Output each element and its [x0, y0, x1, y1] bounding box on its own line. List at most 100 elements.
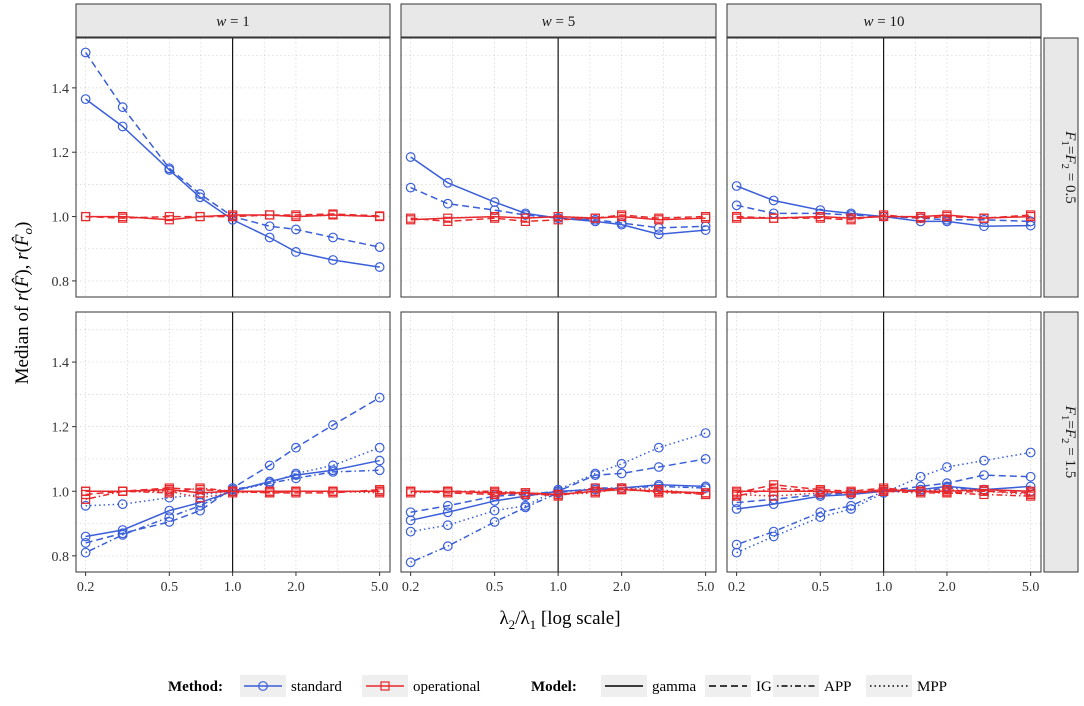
series-operational-MPP [406, 483, 711, 500]
legend-model-title: Model: [531, 679, 577, 695]
data-point [442, 520, 453, 531]
x-tick-label: 2.0 [613, 580, 631, 595]
row-strip-label: F1=F2 = 0.5 [1059, 130, 1078, 204]
data-point [117, 499, 128, 510]
series-line [85, 396, 381, 544]
data-point [442, 177, 453, 188]
data-point [700, 454, 711, 464]
data-point [732, 211, 742, 222]
data-point [979, 470, 989, 481]
legend-label: APP [824, 679, 852, 695]
row-strip-0: F1=F2 = 0.5 [1043, 37, 1079, 298]
data-point [815, 488, 825, 498]
data-point [979, 213, 989, 223]
data-point [1026, 210, 1036, 220]
x-tick-label: 5.0 [1022, 580, 1040, 595]
data-point [846, 500, 856, 511]
data-point [815, 512, 826, 522]
data-point [164, 211, 174, 222]
data-point [80, 47, 91, 58]
data-point [442, 198, 453, 209]
x-tick-label: 0.2 [77, 580, 95, 595]
x-axis-title: λ2/λ1 [log scale] [499, 608, 620, 632]
legend-key-operational [362, 675, 408, 697]
data-point [879, 210, 889, 220]
x-tick-label: 0.5 [161, 580, 179, 595]
data-point [490, 213, 500, 223]
data-point [164, 486, 174, 496]
data-point [164, 512, 175, 522]
data-point [653, 462, 664, 472]
data-point [291, 468, 301, 479]
series-line [85, 446, 380, 507]
data-point [405, 507, 416, 518]
y-axis-title: Median of r(F̂), r(F̂o) [12, 222, 35, 385]
data-point [405, 526, 416, 537]
panel-border [75, 37, 391, 298]
legend-label: MPP [917, 679, 947, 695]
legend-key-standard [240, 675, 286, 697]
legend-label: standard [291, 679, 342, 695]
data-point [374, 442, 385, 453]
series-line [736, 488, 1031, 497]
data-point [328, 255, 338, 265]
data-point [80, 547, 91, 558]
data-point [916, 486, 926, 496]
series-operational-MPP [732, 485, 1036, 501]
series-line [410, 485, 706, 563]
data-point [405, 152, 416, 162]
data-point [846, 488, 856, 498]
data-point [442, 541, 453, 552]
data-point [590, 213, 600, 223]
col-strip-label: w = 1 [216, 14, 249, 30]
row-strip-1: F1=F2 = 1.5 [1043, 311, 1079, 573]
data-point [80, 94, 91, 105]
data-point [195, 483, 205, 493]
legend-key-APP [773, 675, 819, 697]
data-point [732, 489, 742, 500]
data-point [443, 216, 453, 226]
col-strip-1: w = 5 [400, 3, 717, 38]
data-point [291, 442, 301, 453]
series-operational-MPP [81, 486, 385, 503]
data-point [195, 505, 205, 516]
series-line [85, 469, 380, 554]
data-point [489, 517, 500, 527]
series-line [85, 487, 380, 496]
x-tick-label: 1.0 [224, 580, 242, 595]
data-point [264, 232, 275, 243]
x-tick-label: 5.0 [371, 580, 389, 595]
series-line [736, 214, 1031, 221]
series-line [85, 214, 380, 221]
legend-key-IG [705, 675, 751, 697]
data-point [117, 102, 128, 113]
strip-bg [726, 3, 1042, 38]
series-line [736, 487, 1031, 497]
data-point [405, 182, 416, 193]
data-point [616, 468, 627, 479]
data-point [406, 213, 416, 223]
data-point [731, 200, 742, 211]
series-operational-IG [732, 210, 1036, 225]
series-line [736, 487, 1031, 546]
data-point [374, 455, 385, 466]
data-point [553, 215, 563, 225]
data-point [375, 211, 385, 221]
x-tick-label: 0.2 [402, 580, 420, 595]
x-tick-label: 2.0 [938, 580, 956, 595]
data-point [264, 221, 275, 232]
series-line [410, 156, 706, 236]
data-point [405, 557, 416, 568]
data-point [617, 210, 627, 220]
data-point [1025, 220, 1036, 231]
data-point [228, 488, 238, 498]
series-line [736, 451, 1031, 554]
series-operational-IG [81, 209, 385, 223]
series-line [410, 458, 706, 513]
facet-strips: w = 1 w = 5 w = 10 F1=F2 = 0.5 F1=F2 = 1.5 [75, 3, 1079, 573]
legend-method-title: Method: [168, 679, 223, 695]
data-point [291, 473, 301, 484]
data-point [769, 213, 779, 223]
data-point [942, 462, 952, 472]
